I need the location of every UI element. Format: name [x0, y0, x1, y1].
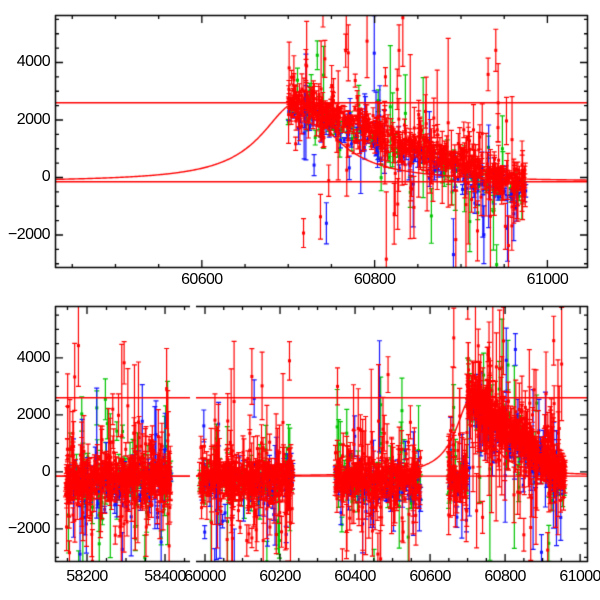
x-tick-label: 61000: [559, 568, 600, 585]
x-tick-label: 61000: [526, 271, 569, 288]
x-tick-label: 60000: [184, 568, 226, 585]
x-tick-label: 60800: [484, 568, 526, 585]
y-tick-label: 2000: [16, 405, 51, 423]
y-tick-label: 0: [41, 168, 51, 186]
y-tick-label: 2000: [16, 110, 51, 128]
x-tick-label: 60600: [181, 271, 223, 288]
x-tick-label: 60600: [409, 568, 451, 585]
y-tick-label: 4000: [16, 348, 51, 366]
x-tick-label: 58400: [144, 568, 186, 585]
x-tick-label: 60800: [353, 271, 396, 288]
x-tick-label: 60200: [259, 568, 301, 585]
x-tick-label: 58200: [66, 568, 108, 585]
x-tick-label: 60400: [334, 568, 376, 585]
y-tick-label: 0: [41, 462, 51, 480]
y-tick-label: −2000: [8, 519, 51, 537]
y-tick-label: 4000: [16, 53, 51, 71]
y-tick-label: −2000: [8, 225, 51, 243]
